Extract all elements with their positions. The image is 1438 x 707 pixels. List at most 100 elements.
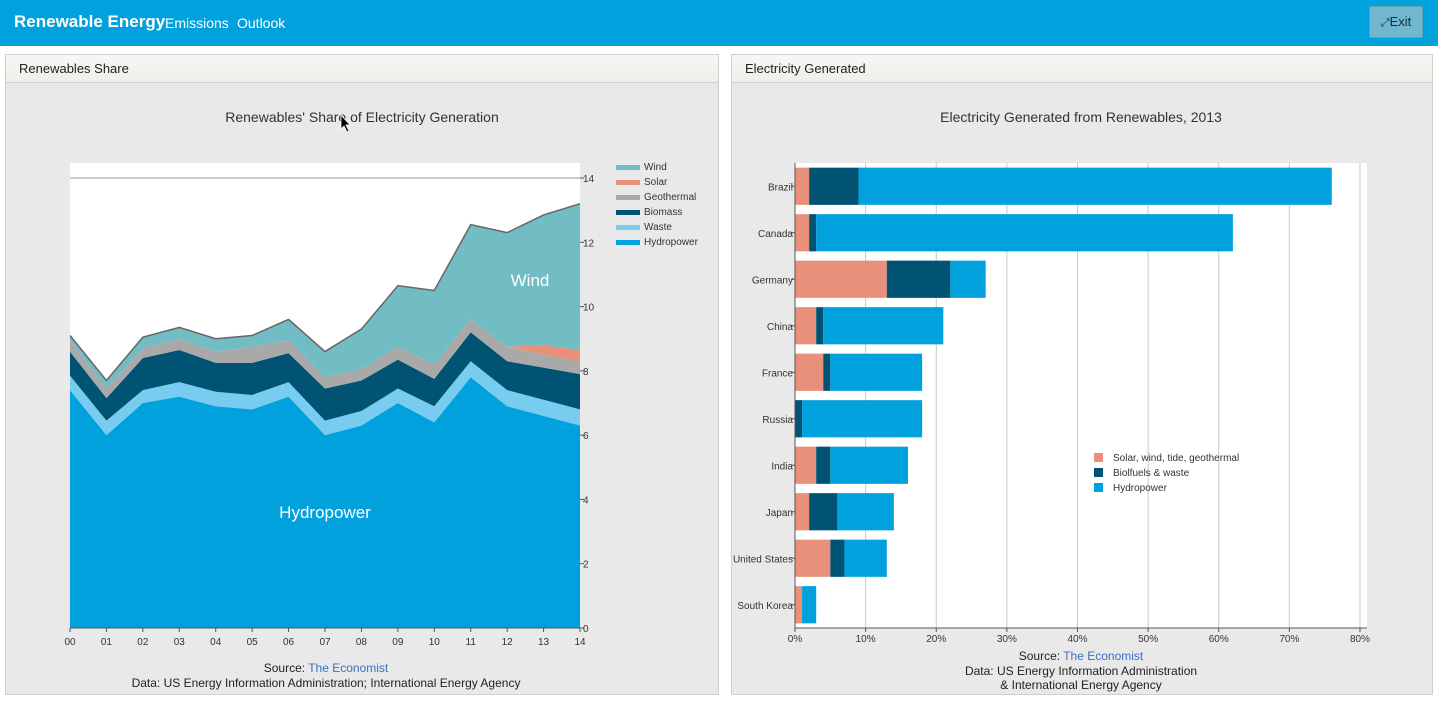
legend-label: Geothermal	[644, 192, 696, 203]
legend-item-wind[interactable]: Wind	[616, 162, 667, 173]
x-tick-label: 14	[574, 637, 586, 648]
panel-header: Electricity Generated	[732, 55, 1432, 83]
category-label: South Korea	[737, 601, 793, 612]
panel-header: Renewables Share	[6, 55, 718, 83]
x-tick-label: 04	[210, 637, 222, 648]
legend-item-biomass[interactable]: Biomass	[616, 207, 682, 218]
y-tick-label: 6	[583, 431, 589, 442]
legend-swatch	[1094, 468, 1103, 477]
bar-united-states-biolfuels-waste	[830, 539, 845, 577]
legend-label: Solar	[644, 177, 668, 188]
y-tick-label: 0	[583, 624, 589, 635]
data-note: Data: US Energy Information Administrati…	[132, 676, 521, 690]
legend-swatch	[1094, 483, 1103, 492]
total-outline	[69, 202, 581, 382]
legend-label: Hydropower	[1113, 483, 1168, 494]
legend-item-geothermal[interactable]: Geothermal	[616, 192, 696, 203]
bar-germany-biolfuels-waste	[886, 260, 951, 298]
nav-link-outlook[interactable]: Outlook	[237, 15, 286, 31]
legend-item-waste[interactable]: Waste	[616, 222, 672, 233]
x-tick-label: 40%	[1067, 634, 1087, 645]
category-label: China	[767, 322, 794, 333]
source-link[interactable]: The Economist	[308, 661, 389, 675]
x-tick-label: 12	[502, 637, 514, 648]
legend-swatch	[1094, 453, 1103, 462]
bar-canada-biolfuels-waste	[809, 214, 817, 252]
exit-button[interactable]: ⤢Exit	[1369, 6, 1423, 38]
category-label: Germany	[752, 275, 793, 286]
renewables-share-chart: Renewables' Share of Electricity Generat…	[64, 109, 699, 690]
exit-label: Exit	[1389, 14, 1412, 29]
legend-item-hydropower[interactable]: Hydropower	[616, 237, 699, 248]
x-tick-label: 10	[429, 637, 441, 648]
x-tick-label: 03	[174, 637, 186, 648]
y-tick-label: 14	[583, 174, 595, 185]
data-note-line-2: & International Energy Agency	[1000, 678, 1161, 692]
category-label: Russia	[762, 415, 793, 426]
bar-united-states-hydropower	[844, 539, 887, 577]
area-geothermal	[70, 319, 580, 399]
category-label: Canada	[758, 229, 793, 240]
chart-title: Electricity Generated from Renewables, 2…	[940, 109, 1222, 125]
y-tick-label: 4	[583, 495, 589, 506]
x-tick-label: 30%	[997, 634, 1017, 645]
x-tick-label: 11	[466, 637, 477, 648]
x-tick-label: 09	[392, 637, 404, 648]
bar-united-states-solar-wind-tide-geothermal	[795, 539, 831, 577]
legend-swatch	[616, 180, 640, 185]
bar-india-hydropower	[830, 446, 908, 484]
bar-russia-hydropower	[802, 400, 923, 438]
bar-canada-solar-wind-tide-geothermal	[795, 214, 810, 252]
area-biomass	[70, 332, 580, 421]
bar-france-solar-wind-tide-geothermal	[795, 353, 824, 391]
x-tick-label: 08	[356, 637, 368, 648]
bar-japan-hydropower	[837, 493, 894, 531]
bar-japan-biolfuels-waste	[809, 493, 838, 531]
chart-title: Renewables' Share of Electricity Generat…	[225, 109, 498, 125]
source-label: Source:	[1019, 649, 1063, 663]
top-navbar: Renewable Energy Emissions Outlook ⤢Exit	[0, 0, 1438, 46]
legend-item-biolfuels-waste[interactable]: Biolfuels & waste	[1094, 468, 1190, 479]
source-link[interactable]: The Economist	[1063, 649, 1144, 663]
legend-swatch	[616, 195, 640, 200]
data-note-line-1: Data: US Energy Information Administrati…	[965, 664, 1197, 678]
source-line: Source: The Economist	[264, 661, 389, 675]
app-brand[interactable]: Renewable Energy	[14, 12, 166, 31]
legend-item-hydropower[interactable]: Hydropower	[1094, 483, 1168, 494]
y-tick-label: 10	[583, 303, 595, 314]
bar-china-biolfuels-waste	[816, 307, 824, 345]
bar-germany-solar-wind-tide-geothermal	[795, 260, 887, 298]
legend-swatch	[616, 225, 640, 230]
category-label: Japan	[766, 508, 793, 519]
bar-brazil-solar-wind-tide-geothermal	[795, 167, 810, 205]
x-tick-label: 02	[137, 637, 149, 648]
x-tick-label: 80%	[1350, 634, 1370, 645]
y-tick-label: 2	[583, 560, 589, 571]
legend-swatch	[616, 210, 640, 215]
x-tick-label: 20%	[926, 634, 946, 645]
bar-india-biolfuels-waste	[816, 446, 831, 484]
hydropower-area-label: Hydropower	[279, 503, 371, 522]
bar-russia-biolfuels-waste	[795, 400, 803, 438]
x-tick-label: 06	[283, 637, 295, 648]
legend-label: Solar, wind, tide, geothermal	[1113, 453, 1239, 464]
category-label: India	[771, 461, 793, 472]
legend-label: Waste	[644, 222, 672, 233]
x-tick-label: 07	[319, 637, 331, 648]
legend-item-solar[interactable]: Solar	[616, 177, 668, 188]
compress-icon: ⤢	[1380, 17, 1390, 29]
x-tick-label: 60%	[1209, 634, 1229, 645]
x-tick-label: 70%	[1279, 634, 1299, 645]
bar-china-hydropower	[823, 307, 944, 345]
legend-label: Biomass	[644, 207, 682, 218]
bar-india-solar-wind-tide-geothermal	[795, 446, 817, 484]
bar-japan-solar-wind-tide-geothermal	[795, 493, 810, 531]
bar-china-solar-wind-tide-geothermal	[795, 307, 817, 345]
x-tick-label: 50%	[1138, 634, 1158, 645]
y-tick-label: 12	[583, 238, 595, 249]
x-tick-label: 00	[64, 637, 76, 648]
nav-link-emissions[interactable]: Emissions	[165, 15, 229, 31]
legend-item-solar-wind-tide-geothermal[interactable]: Solar, wind, tide, geothermal	[1094, 453, 1239, 464]
bar-brazil-hydropower	[858, 167, 1332, 205]
